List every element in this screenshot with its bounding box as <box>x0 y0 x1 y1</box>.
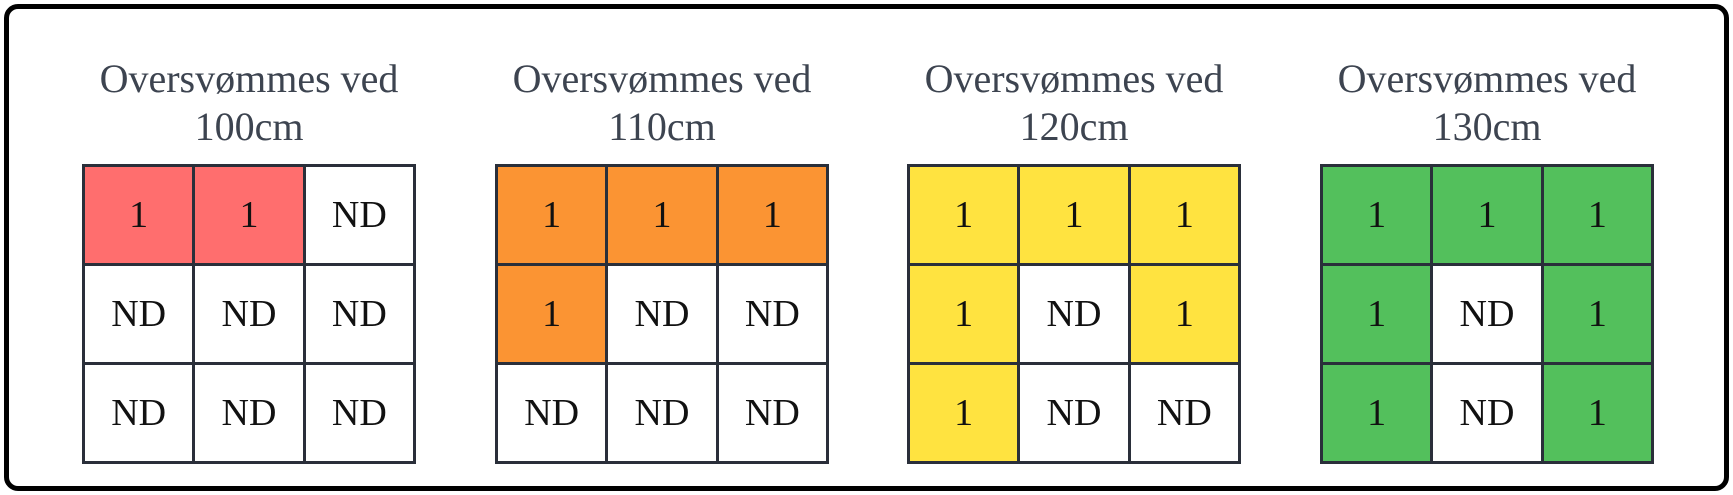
grid-cell: ND <box>85 365 196 464</box>
grid-cell: 1 <box>1433 167 1544 266</box>
panel-title-line2: 120cm <box>1019 104 1129 149</box>
grid-cell: ND <box>85 266 196 365</box>
panel-title-line1: Oversvømmes ved <box>924 56 1224 101</box>
grid-cell: 1 <box>85 167 196 266</box>
flood-grid: 1 1 1 1 ND ND ND ND ND <box>495 164 829 464</box>
grid-cell: ND <box>498 365 609 464</box>
panel-title: Oversvømmes ved 120cm <box>867 55 1281 151</box>
grid-cell: ND <box>1020 266 1131 365</box>
panel-title: Oversvømmes ved 100cm <box>42 55 456 151</box>
grid-cell: 1 <box>1323 365 1434 464</box>
grid-cell: 1 <box>195 167 306 266</box>
grid-cell: 1 <box>718 167 829 266</box>
grid-cell: 1 <box>910 365 1021 464</box>
flood-grid: 1 1 ND ND ND ND ND ND ND <box>82 164 416 464</box>
grid-cell: 1 <box>1130 266 1241 365</box>
grid-cell: 1 <box>1323 266 1434 365</box>
grid-cell: ND <box>305 167 416 266</box>
panel-title: Oversvømmes ved 110cm <box>455 55 869 151</box>
grid-cell: ND <box>195 266 306 365</box>
grid-cell: 1 <box>1130 167 1241 266</box>
grid-cell: 1 <box>910 167 1021 266</box>
flood-grid: 1 1 1 1 ND 1 1 ND 1 <box>1320 164 1654 464</box>
panel-title-line2: 100cm <box>194 104 304 149</box>
grid-cell: 1 <box>1543 266 1654 365</box>
grid-cell: ND <box>1020 365 1131 464</box>
diagram-frame: Oversvømmes ved 100cm 1 1 ND ND ND ND ND ND ND O… <box>4 4 1729 491</box>
panel-title-line1: Oversvømmes ved <box>99 56 399 101</box>
panel-title-line2: 130cm <box>1432 104 1542 149</box>
grid-cell: ND <box>1433 365 1544 464</box>
grid-cell: ND <box>305 365 416 464</box>
grid-cell: 1 <box>910 266 1021 365</box>
grid-cell: ND <box>718 365 829 464</box>
grid-cell: ND <box>608 266 719 365</box>
panel-title-line1: Oversvømmes ved <box>512 56 812 101</box>
grid-cell: 1 <box>608 167 719 266</box>
grid-cell: ND <box>195 365 306 464</box>
grid-cell: ND <box>608 365 719 464</box>
grid-cell: 1 <box>1020 167 1131 266</box>
grid-cell: 1 <box>1543 167 1654 266</box>
grid-cell: 1 <box>498 266 609 365</box>
grid-cell: ND <box>718 266 829 365</box>
grid-cell: 1 <box>498 167 609 266</box>
grid-cell: 1 <box>1543 365 1654 464</box>
grid-cell: ND <box>1130 365 1241 464</box>
flood-grid: 1 1 1 1 ND 1 1 ND ND <box>907 164 1241 464</box>
grid-cell: ND <box>1433 266 1544 365</box>
panel-title-line2: 110cm <box>608 104 716 149</box>
panel-title-line1: Oversvømmes ved <box>1337 56 1637 101</box>
grid-cell: ND <box>305 266 416 365</box>
grid-cell: 1 <box>1323 167 1434 266</box>
panel-title: Oversvømmes ved 130cm <box>1280 55 1694 151</box>
